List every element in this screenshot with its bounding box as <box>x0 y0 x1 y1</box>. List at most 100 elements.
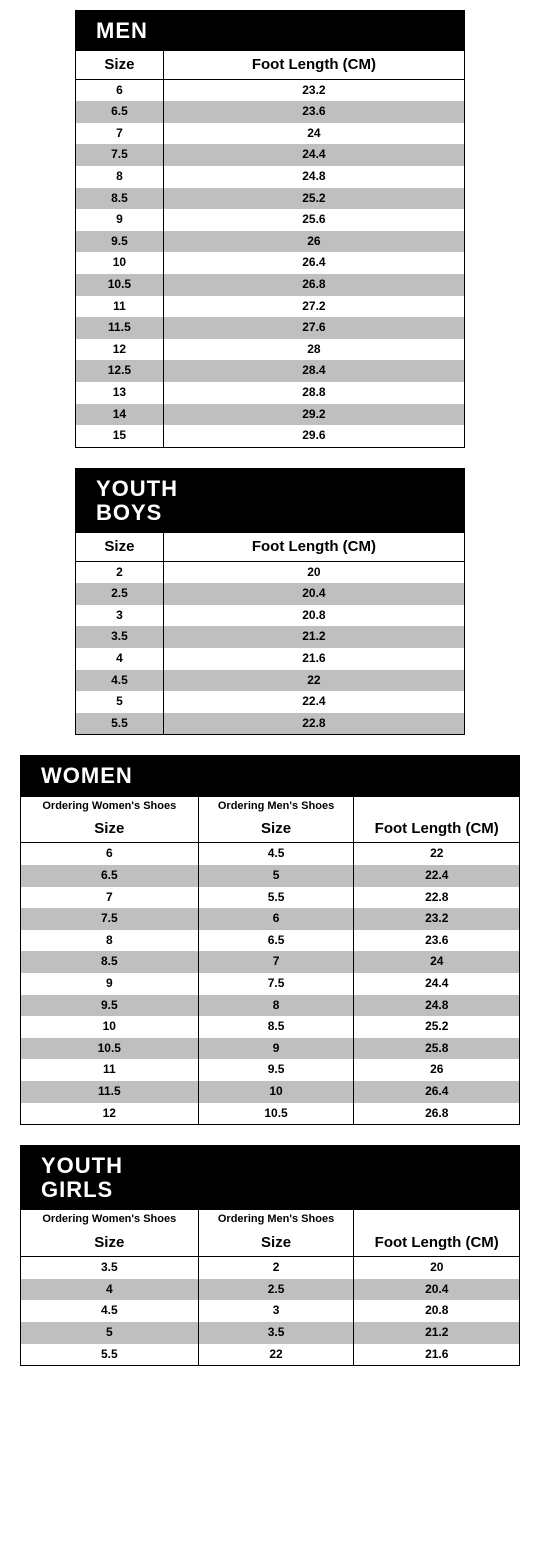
table-cell: 26.8 <box>354 1103 519 1125</box>
table-cell: 22.4 <box>354 865 519 887</box>
table-row: 925.6 <box>76 209 464 231</box>
table-cell: 24 <box>354 951 519 973</box>
table-row: 12.528.4 <box>76 360 464 382</box>
table-cell: 3.5 <box>21 1257 198 1279</box>
table-cell: 8 <box>21 930 198 952</box>
size-table: Ordering Women's ShoesOrdering Men's Sho… <box>21 797 519 1125</box>
table-cell: 10 <box>198 1081 354 1103</box>
table-cell: 8 <box>76 166 163 188</box>
table-cell: 12.5 <box>76 360 163 382</box>
size-table: Ordering Women's ShoesOrdering Men's Sho… <box>21 1210 519 1365</box>
table-cell: 20.4 <box>354 1279 519 1301</box>
table-cell: 26.4 <box>354 1081 519 1103</box>
size-table: SizeFoot Length (CM)623.26.523.67247.524… <box>76 51 464 447</box>
table-cell: 6.5 <box>198 930 354 952</box>
chart-title: WOMEN <box>21 756 519 796</box>
table-cell: 20.8 <box>354 1300 519 1322</box>
table-cell: 22 <box>163 670 464 692</box>
table-cell: 8 <box>198 995 354 1017</box>
table-row: 119.526 <box>21 1059 519 1081</box>
column-subheader: Ordering Men's Shoes <box>198 1210 354 1228</box>
table-cell: 11.5 <box>21 1081 198 1103</box>
table-cell: 26 <box>354 1059 519 1081</box>
table-cell: 25.8 <box>354 1038 519 1060</box>
table-row: 1228 <box>76 339 464 361</box>
table-row: 6.523.6 <box>76 101 464 123</box>
table-row: 623.2 <box>76 79 464 101</box>
table-cell: 4.5 <box>21 1300 198 1322</box>
table-cell: 12 <box>76 339 163 361</box>
column-subheader <box>354 1210 519 1228</box>
table-cell: 10.5 <box>76 274 163 296</box>
column-header: Size <box>198 815 354 843</box>
table-cell: 12 <box>21 1103 198 1125</box>
table-cell: 7 <box>21 887 198 909</box>
table-row: 8.5724 <box>21 951 519 973</box>
table-cell: 11 <box>21 1059 198 1081</box>
column-header: Size <box>76 533 163 561</box>
table-cell: 2.5 <box>198 1279 354 1301</box>
column-header: Size <box>21 815 198 843</box>
table-cell: 28.8 <box>163 382 464 404</box>
table-cell: 9.5 <box>198 1059 354 1081</box>
table-row: 86.523.6 <box>21 930 519 952</box>
size-chart: WOMENOrdering Women's ShoesOrdering Men'… <box>20 755 520 1125</box>
table-cell: 4 <box>21 1279 198 1301</box>
size-table: SizeFoot Length (CM)2202.520.4320.83.521… <box>76 533 464 734</box>
table-cell: 6 <box>21 843 198 865</box>
table-row: 1429.2 <box>76 404 464 426</box>
table-cell: 27.6 <box>163 317 464 339</box>
table-row: 1210.526.8 <box>21 1103 519 1125</box>
table-cell: 25.6 <box>163 209 464 231</box>
table-cell: 7.5 <box>76 144 163 166</box>
table-cell: 5.5 <box>21 1344 198 1366</box>
table-cell: 5.5 <box>76 713 163 735</box>
table-row: 10.526.8 <box>76 274 464 296</box>
table-cell: 6 <box>198 908 354 930</box>
table-cell: 6 <box>76 79 163 101</box>
column-subheader <box>354 797 519 815</box>
table-cell: 10.5 <box>198 1103 354 1125</box>
column-header: Foot Length (CM) <box>163 51 464 79</box>
table-cell: 5 <box>76 691 163 713</box>
table-cell: 7 <box>76 123 163 145</box>
table-row: 1127.2 <box>76 296 464 318</box>
column-header: Foot Length (CM) <box>354 815 519 843</box>
table-cell: 4.5 <box>76 670 163 692</box>
table-cell: 27.2 <box>163 296 464 318</box>
table-cell: 10.5 <box>21 1038 198 1060</box>
table-cell: 23.6 <box>163 101 464 123</box>
table-cell: 26 <box>163 231 464 253</box>
table-row: 5.52221.6 <box>21 1344 519 1366</box>
column-header: Foot Length (CM) <box>163 533 464 561</box>
table-cell: 25.2 <box>354 1016 519 1038</box>
table-cell: 24.4 <box>354 973 519 995</box>
table-cell: 11.5 <box>76 317 163 339</box>
table-cell: 7.5 <box>198 973 354 995</box>
table-row: 108.525.2 <box>21 1016 519 1038</box>
table-row: 75.522.8 <box>21 887 519 909</box>
table-cell: 28.4 <box>163 360 464 382</box>
size-chart: YOUTH GIRLSOrdering Women's ShoesOrderin… <box>20 1145 520 1366</box>
table-cell: 26.4 <box>163 252 464 274</box>
table-row: 7.524.4 <box>76 144 464 166</box>
table-cell: 24.8 <box>163 166 464 188</box>
table-row: 5.522.8 <box>76 713 464 735</box>
table-row: 1026.4 <box>76 252 464 274</box>
table-cell: 7 <box>198 951 354 973</box>
table-cell: 23.2 <box>354 908 519 930</box>
table-cell: 15 <box>76 425 163 447</box>
table-cell: 5 <box>198 865 354 887</box>
column-subheader: Ordering Men's Shoes <box>198 797 354 815</box>
table-cell: 4 <box>76 648 163 670</box>
table-cell: 29.6 <box>163 425 464 447</box>
column-subheader: Ordering Women's Shoes <box>21 797 198 815</box>
table-row: 97.524.4 <box>21 973 519 995</box>
table-cell: 20 <box>354 1257 519 1279</box>
table-cell: 5 <box>21 1322 198 1344</box>
table-row: 9.526 <box>76 231 464 253</box>
table-cell: 21.6 <box>163 648 464 670</box>
table-cell: 8.5 <box>198 1016 354 1038</box>
table-row: 522.4 <box>76 691 464 713</box>
table-cell: 24 <box>163 123 464 145</box>
